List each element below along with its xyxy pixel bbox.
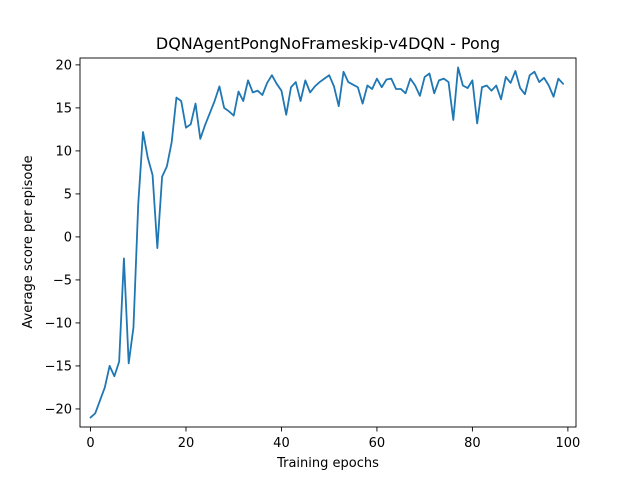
x-axis-title: Training epochs bbox=[276, 456, 379, 471]
y-axis-ticks: −20 −15 −10 −5 0 5 10 15 20 bbox=[45, 58, 80, 417]
x-tick-label: 40 bbox=[273, 436, 290, 451]
x-tick-label: 20 bbox=[178, 436, 195, 451]
x-tick-label: 0 bbox=[86, 436, 94, 451]
y-tick-label: −5 bbox=[53, 273, 72, 288]
plot-frame bbox=[79, 57, 577, 428]
y-tick-label: 5 bbox=[64, 187, 72, 202]
chart-title: DQNAgentPongNoFrameskip-v4DQN - Pong bbox=[156, 34, 500, 53]
y-tick-label: 15 bbox=[55, 101, 72, 116]
plot-area bbox=[89, 66, 565, 419]
y-tick-label: −15 bbox=[45, 359, 72, 374]
y-tick-label: −10 bbox=[45, 316, 72, 331]
y-tick-label: 0 bbox=[64, 230, 72, 245]
x-tick-label: 80 bbox=[464, 436, 481, 451]
y-tick-label: −20 bbox=[45, 402, 72, 417]
y-tick-label: 20 bbox=[55, 58, 72, 73]
x-tick-label: 60 bbox=[369, 436, 386, 451]
y-tick-label: 10 bbox=[55, 144, 72, 159]
x-axis-ticks: 0 20 40 60 80 100 bbox=[86, 427, 580, 451]
series-line bbox=[89, 66, 565, 419]
x-tick-label: 100 bbox=[555, 436, 580, 451]
y-axis-title: Average score per episode bbox=[21, 155, 36, 328]
